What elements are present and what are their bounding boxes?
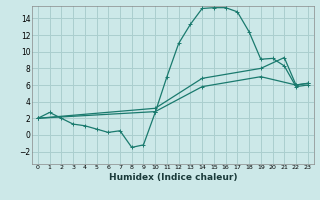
X-axis label: Humidex (Indice chaleur): Humidex (Indice chaleur) xyxy=(108,173,237,182)
